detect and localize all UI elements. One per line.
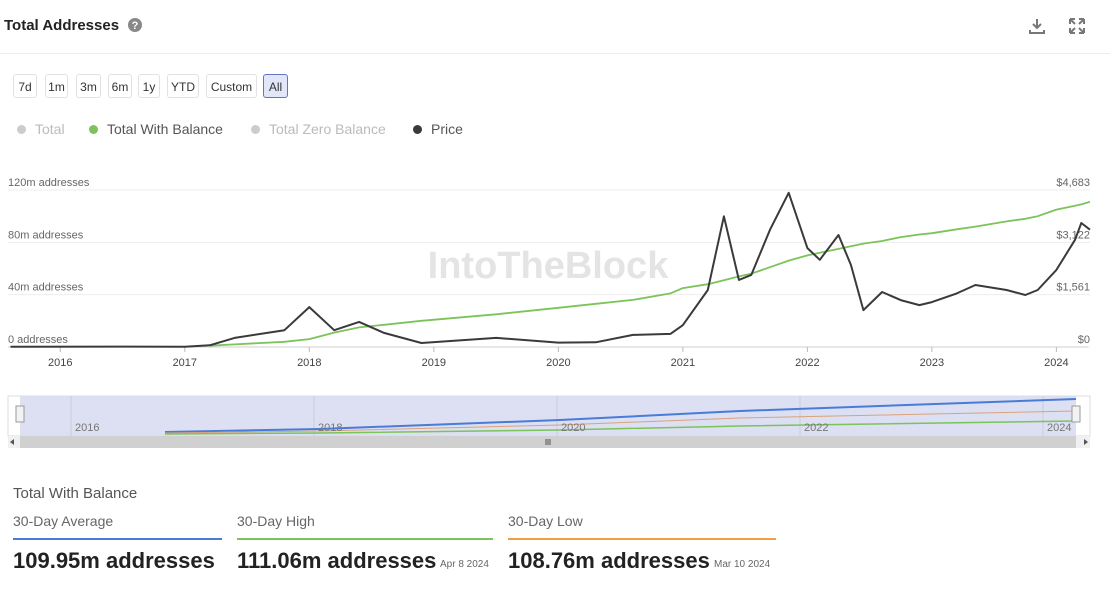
y-tick-label: 120m addresses: [8, 177, 90, 189]
legend-label[interactable]: Total Zero Balance: [269, 121, 386, 137]
range-button[interactable]: 6m: [108, 74, 132, 98]
chart: IntoTheBlock 0 addresses 40m addresses 80m…: [7, 177, 1091, 448]
y-tick-label: 80m addresses: [8, 229, 84, 241]
card-label: 30-Day High: [237, 513, 315, 529]
range-button[interactable]: 1y: [138, 74, 160, 98]
legend-label[interactable]: Total: [35, 121, 65, 137]
y-tick-label: 40m addresses: [8, 282, 84, 294]
range-button[interactable]: All: [263, 74, 288, 98]
x-tick-label: 2018: [297, 357, 321, 369]
x-tick-label: 2021: [671, 357, 695, 369]
title: Total Addresses: [4, 17, 120, 34]
navigator-label: 2024: [1047, 422, 1071, 434]
navigator-label: 2018: [318, 422, 342, 434]
fullscreen-icon[interactable]: [1067, 16, 1087, 36]
series-line: [10, 191, 1091, 348]
navigator: [7, 395, 1091, 448]
legend-dot: [89, 125, 98, 134]
y2-tick-label: $4,683: [1056, 177, 1090, 189]
x-tick-label: 2019: [422, 357, 446, 369]
stats-title: Total With Balance: [13, 485, 138, 502]
range-button[interactable]: Custom: [206, 74, 257, 98]
separator: [0, 53, 1110, 54]
range-button[interactable]: 3m: [76, 74, 101, 98]
range-button[interactable]: 7d: [13, 74, 37, 98]
legend-dot: [251, 125, 260, 134]
navigator-label: 2016: [75, 422, 99, 434]
x-tick-label: 2016: [48, 357, 72, 369]
legend-label[interactable]: Total With Balance: [107, 121, 223, 137]
watermark: IntoTheBlock: [428, 245, 670, 287]
card-label: 30-Day Average: [13, 513, 114, 529]
navigator-label: 2022: [804, 422, 828, 434]
legend-label[interactable]: Price: [431, 121, 463, 137]
card-underline: [508, 538, 776, 540]
range-button[interactable]: YTD: [167, 74, 199, 98]
x-tick-label: 2020: [546, 357, 570, 369]
card-underline: [13, 538, 222, 540]
y2-tick-label: $0: [1078, 334, 1090, 346]
y-tick-label: 0 addresses: [8, 334, 68, 346]
x-tick-label: 2022: [795, 357, 819, 369]
card-value: 111.06m addresses: [237, 548, 437, 573]
card-value: 109.95m addresses: [13, 548, 215, 573]
y2-tick-label: $1,561: [1056, 282, 1090, 294]
card-value: 108.76m addresses: [508, 548, 710, 573]
legend-dot: [413, 125, 422, 134]
card-label: 30-Day Low: [508, 513, 583, 529]
x-tick-label: 2023: [920, 357, 944, 369]
x-tick-label: 2017: [173, 357, 197, 369]
card-underline: [237, 538, 493, 540]
download-icon[interactable]: [1027, 16, 1047, 36]
svg-text:?: ?: [132, 20, 139, 32]
card-date: Mar 10 2024: [714, 559, 771, 570]
y2-tick-label: $3,122: [1056, 229, 1090, 241]
range-button[interactable]: 1m: [45, 74, 68, 98]
legend-dot: [17, 125, 26, 134]
x-tick-label: 2024: [1044, 357, 1068, 369]
help-icon[interactable]: ?: [127, 17, 143, 33]
series-line: [209, 200, 1091, 347]
card-date: Apr 8 2024: [440, 559, 489, 570]
navigator-label: 2020: [561, 422, 585, 434]
